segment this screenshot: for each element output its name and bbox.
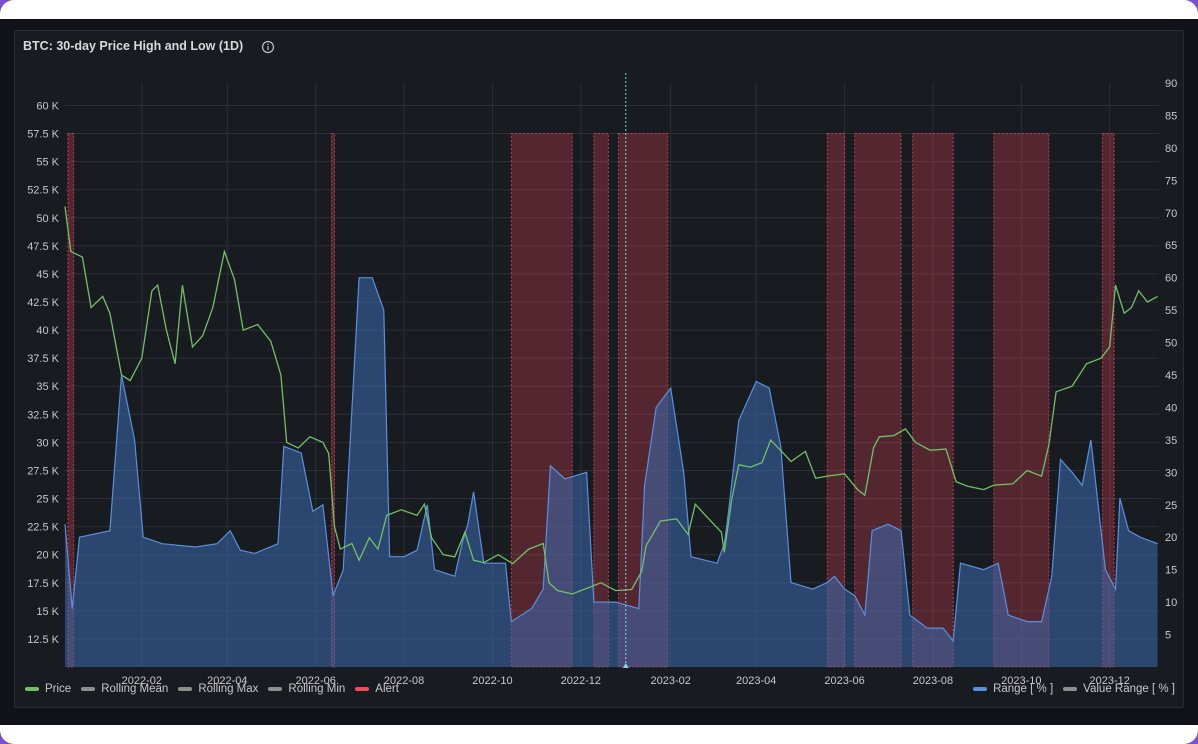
y-left-tick-label: 47.5 K bbox=[27, 241, 59, 253]
dashboard-background: BTC: 30-day Price High and Low (1D) 12.5… bbox=[0, 19, 1198, 725]
chart-canvas[interactable]: 12.5 K 15 K 17.5 K 20 K 22.5 K 25 K 27.5 K 30 K… bbox=[15, 31, 1183, 707]
legend-item-alert[interactable]: Alert bbox=[355, 683, 399, 695]
y-left-tick-label: 25 K bbox=[36, 494, 59, 506]
alert-band bbox=[67, 133, 75, 668]
legend-left: Price Rolling Mean Rolling Max Rolling Min A… bbox=[25, 683, 399, 695]
alert-band bbox=[993, 133, 1050, 668]
y-right-tick-label: 5 bbox=[1165, 630, 1171, 642]
y-left-tick-label: 30 K bbox=[36, 437, 59, 449]
legend-label: Rolling Max bbox=[198, 683, 259, 695]
legend-swatch bbox=[81, 687, 96, 691]
legend-label: Rolling Min bbox=[288, 683, 346, 695]
y-left-tick-label: 37.5 K bbox=[27, 353, 59, 365]
y-left-tick-label: 57.5 K bbox=[27, 129, 59, 141]
legend-swatch bbox=[355, 687, 370, 691]
legend-item-rolling-min[interactable]: Rolling Min bbox=[268, 683, 345, 695]
x-tick-label: 2023-08 bbox=[913, 675, 953, 687]
panel-title: BTC: 30-day Price High and Low (1D) bbox=[23, 39, 244, 53]
y-left-tick-label: 12.5 K bbox=[27, 634, 59, 646]
y-left-tick-label: 42.5 K bbox=[27, 297, 59, 309]
alert-band bbox=[826, 133, 846, 668]
legend-label: Rolling Mean bbox=[101, 683, 169, 695]
x-tick-label: 2023-10 bbox=[1001, 675, 1041, 687]
alert-band bbox=[1101, 133, 1115, 668]
x-tick-label: 2022-06 bbox=[295, 675, 335, 687]
y-left-tick-label: 32.5 K bbox=[27, 409, 59, 421]
y-left-tick-label: 40 K bbox=[36, 325, 59, 337]
y-right-tick-label: 10 bbox=[1165, 597, 1177, 609]
legend-item-rolling-mean[interactable]: Rolling Mean bbox=[81, 683, 168, 695]
legend-item-rolling-max[interactable]: Rolling Max bbox=[178, 683, 258, 695]
legend-label: Alert bbox=[375, 683, 399, 695]
x-tick-label: 2022-10 bbox=[472, 675, 512, 687]
legend-label: Value Range [ % ] bbox=[1083, 683, 1175, 695]
legend-right: Range [ % ] Value Range [ % ] bbox=[973, 683, 1175, 695]
x-tick-label: 2022-08 bbox=[384, 675, 424, 687]
y-right-tick-label: 35 bbox=[1165, 435, 1177, 447]
x-tick-label: 2022-02 bbox=[122, 675, 162, 687]
y-right-tick-label: 75 bbox=[1165, 175, 1177, 187]
cursor-marker bbox=[622, 663, 629, 668]
legend-swatch bbox=[178, 687, 193, 691]
y-right-tick-label: 60 bbox=[1165, 273, 1177, 285]
y-left-tick-label: 60 K bbox=[36, 100, 59, 112]
y-left-tick-label: 15 K bbox=[36, 606, 59, 618]
y-left-tick-label: 52.5 K bbox=[27, 185, 59, 197]
legend-swatch bbox=[1063, 687, 1078, 691]
y-right-tick-label: 85 bbox=[1165, 110, 1177, 122]
range-line bbox=[64, 277, 1158, 643]
legend-swatch bbox=[268, 687, 283, 691]
y-left-tick-label: 20 K bbox=[36, 550, 59, 562]
x-tick-label: 2022-12 bbox=[561, 675, 601, 687]
legend-item-range[interactable]: Range [ % ] bbox=[973, 683, 1053, 695]
y-right-tick-label: 70 bbox=[1165, 208, 1177, 220]
y-right-tick-label: 80 bbox=[1165, 143, 1177, 155]
x-tick-label: 2023-12 bbox=[1090, 675, 1130, 687]
y-left-tick-label: 27.5 K bbox=[27, 465, 59, 477]
y-right-tick-label: 50 bbox=[1165, 338, 1177, 350]
y-left-tick-label: 22.5 K bbox=[27, 522, 59, 534]
range-area bbox=[65, 277, 1158, 667]
legend-item-price[interactable]: Price bbox=[25, 683, 71, 695]
y-left-tick-label: 55 K bbox=[36, 157, 59, 169]
legend-swatch bbox=[973, 687, 988, 691]
y-right-tick-label: 65 bbox=[1165, 240, 1177, 252]
legend-label: Price bbox=[45, 683, 72, 695]
y-right-tick-label: 25 bbox=[1165, 500, 1177, 512]
x-tick-label: 2023-02 bbox=[650, 675, 690, 687]
y-left-tick-label: 50 K bbox=[36, 213, 59, 225]
alert-band bbox=[912, 133, 954, 668]
info-circle-icon[interactable] bbox=[261, 40, 275, 54]
x-tick-label: 2022-04 bbox=[207, 675, 247, 687]
y-right-tick-label: 55 bbox=[1165, 305, 1177, 317]
legend-item-value-range[interactable]: Value Range [ % ] bbox=[1063, 683, 1175, 695]
price-line bbox=[64, 206, 1158, 595]
alert-band bbox=[593, 133, 609, 668]
y-right-tick-label: 20 bbox=[1165, 532, 1177, 544]
y-right-tick-label: 40 bbox=[1165, 402, 1177, 414]
y-right-tick-label: 45 bbox=[1165, 370, 1177, 382]
y-left-tick-label: 35 K bbox=[36, 381, 59, 393]
chart-panel[interactable]: BTC: 30-day Price High and Low (1D) 12.5… bbox=[14, 30, 1184, 708]
x-tick-label: 2023-04 bbox=[736, 675, 776, 687]
x-tick-label: 2023-06 bbox=[824, 675, 864, 687]
legend-label: Range [ % ] bbox=[993, 683, 1054, 695]
y-left-tick-label: 17.5 K bbox=[27, 578, 59, 590]
y-right-tick-label: 15 bbox=[1165, 565, 1177, 577]
y-right-tick-label: 30 bbox=[1165, 467, 1177, 479]
y-left-tick-label: 45 K bbox=[36, 269, 59, 281]
legend-swatch bbox=[25, 687, 39, 691]
y-right-tick-label: 90 bbox=[1165, 78, 1177, 90]
